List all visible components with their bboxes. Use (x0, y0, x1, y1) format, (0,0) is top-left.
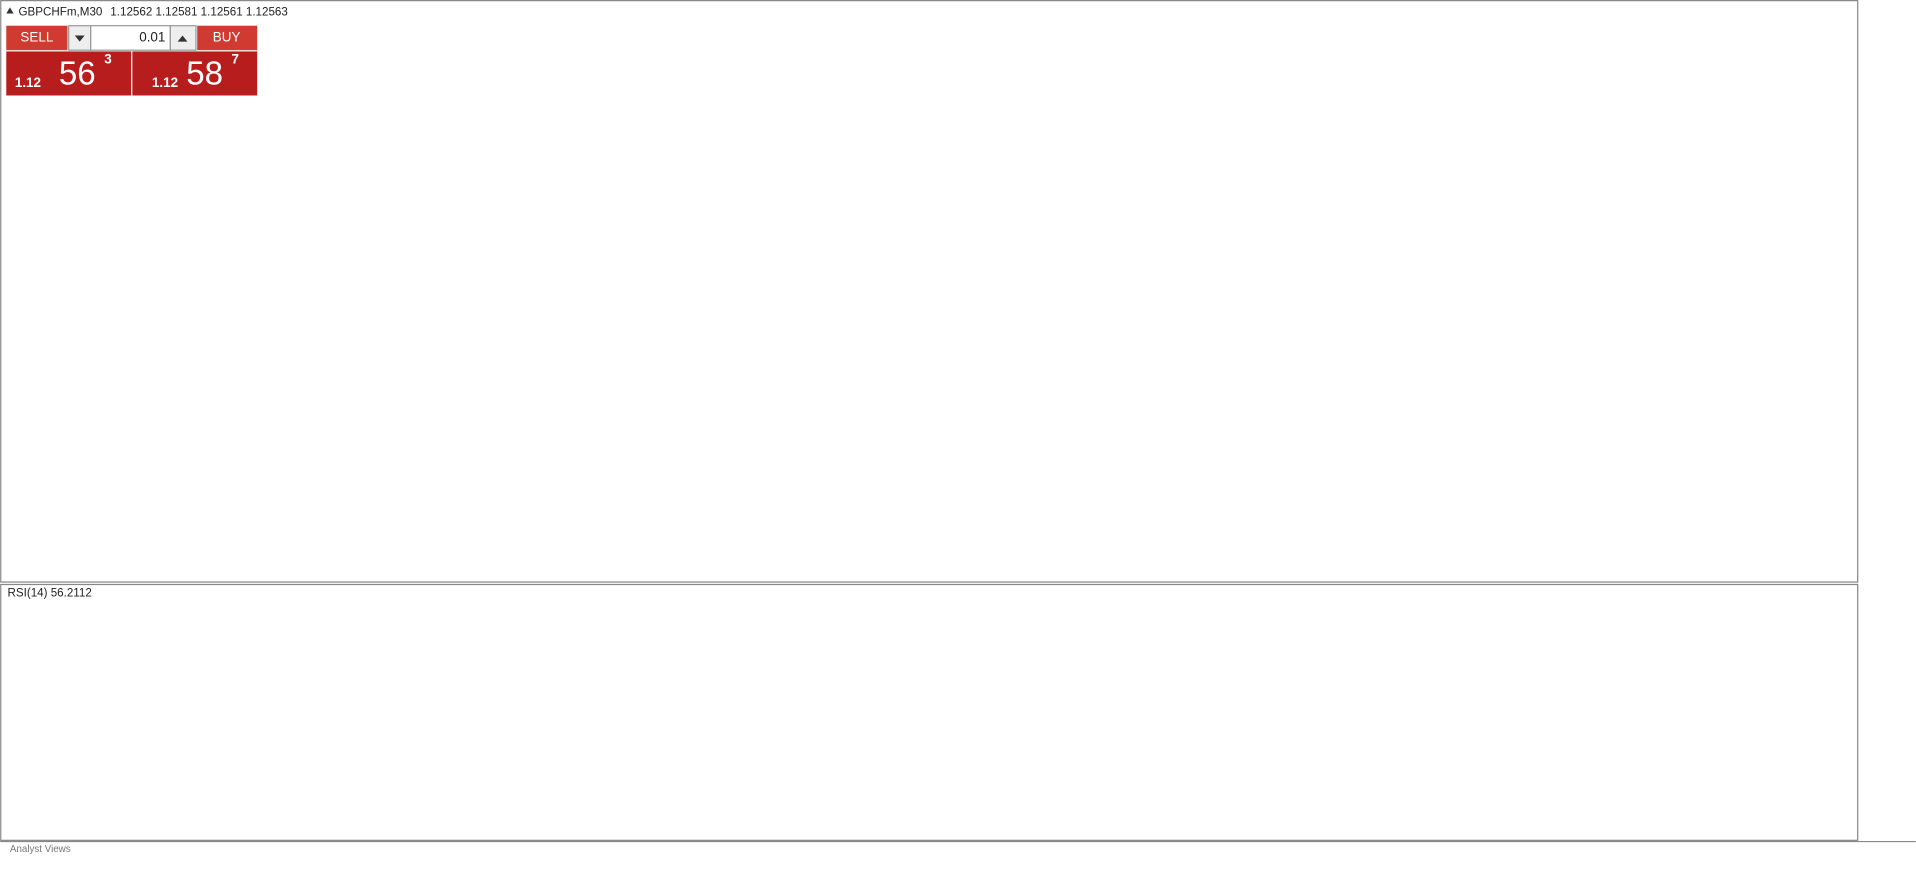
bid-main: 56 (59, 56, 96, 93)
main-panel (0, 0, 1859, 583)
analyst-views-tab[interactable]: Analyst Views (10, 844, 71, 855)
symbol: GBPCHFm,M30 (19, 5, 103, 18)
lot-value: 0.01 (139, 30, 165, 45)
quote: 1.12562 1.12581 1.12561 1.12563 (110, 5, 288, 18)
down-arrow (74, 35, 85, 42)
trade-panel: SELL 0.01 BUY 1.12 56 3 1.12 58 7 (6, 25, 258, 96)
ask-sup: 7 (232, 52, 239, 67)
ask-main: 58 (186, 56, 223, 93)
rsi-title: RSI(14) 56.2112 (7, 587, 91, 600)
bid-sup: 3 (104, 52, 111, 67)
ask-box[interactable] (132, 51, 258, 96)
rsi-panel (0, 583, 1859, 841)
sell-label: SELL (20, 30, 53, 45)
ask-big: 1.12 (152, 75, 178, 90)
up-arrow (177, 35, 188, 42)
collapse-icon[interactable] (6, 7, 14, 14)
sell-button[interactable] (6, 25, 68, 51)
bid-box[interactable] (6, 51, 132, 96)
bid-big: 1.12 (15, 75, 41, 90)
lot-input[interactable] (90, 25, 171, 51)
buy-button[interactable] (197, 25, 258, 51)
buy-label: BUY (213, 30, 241, 45)
